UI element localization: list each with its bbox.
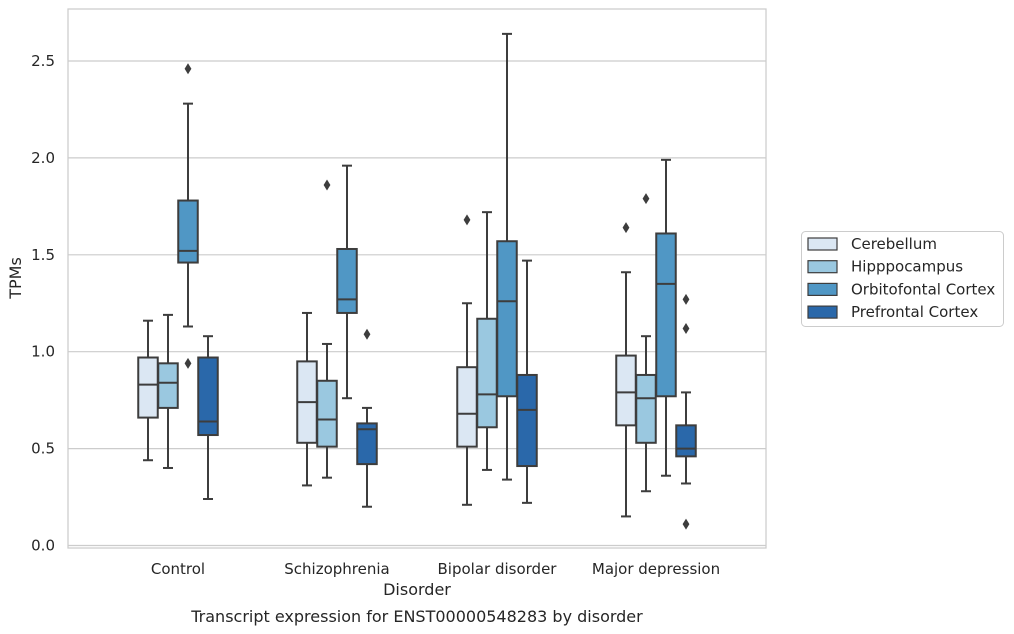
box-body: [157, 362, 179, 409]
box-body: [177, 199, 199, 264]
box-cerebellum: [137, 319, 159, 462]
outlier-point: [184, 63, 192, 75]
box-body: [476, 317, 498, 429]
legend-frame: [801, 231, 1004, 327]
box-orbitofontal-cortex: [336, 164, 358, 400]
legend-label: Orbitofontal Cortex: [851, 280, 995, 298]
box-body: [336, 247, 358, 314]
box-body: [655, 232, 677, 398]
outlier-point: [622, 222, 630, 234]
box-prefrontal-cortex: [197, 335, 219, 500]
legend: Cerebellum Hipppocampus Orbitofontal Corte…: [801, 231, 1004, 327]
y-ticks: 0.0 0.5 1.0 1.5 2.0 2.5: [31, 52, 55, 555]
box-hipppocampus: [157, 313, 179, 469]
box-body: [615, 354, 637, 427]
y-tick-label: 2.0: [31, 149, 55, 167]
box-body: [137, 356, 159, 419]
outlier-point: [642, 193, 650, 205]
y-axis-label: TPMs: [6, 257, 25, 300]
legend-label: Prefrontal Cortex: [851, 303, 978, 321]
outlier-point: [463, 214, 471, 226]
box-body: [356, 422, 378, 466]
plot-frame: [67, 8, 767, 549]
box-body: [516, 373, 538, 468]
box-cerebellum: [296, 311, 318, 487]
box-hipppocampus: [476, 211, 498, 471]
x-axis-label: Disorder: [383, 580, 451, 599]
x-tick-label: Bipolar disorder: [438, 560, 558, 578]
x-ticks: Control Schizophrenia Bipolar disorder Majo…: [151, 560, 720, 578]
box-orbitofontal-cortex: [655, 158, 677, 477]
box-prefrontal-cortex: [356, 328, 378, 508]
outlier-point: [682, 322, 690, 334]
y-tick-label: 0.0: [31, 537, 55, 555]
outlier-point: [323, 179, 331, 191]
y-tick-label: 2.5: [31, 52, 55, 70]
box-prefrontal-cortex: [675, 293, 697, 530]
box-cerebellum: [456, 214, 478, 506]
x-tick-label: Schizophrenia: [284, 560, 389, 578]
box-orbitofontal-cortex: [177, 63, 199, 369]
box-hipppocampus: [635, 193, 657, 493]
box-hipppocampus: [316, 179, 338, 479]
box-cerebellum: [615, 222, 637, 518]
box-body: [456, 366, 478, 448]
box-body: [197, 356, 219, 437]
y-tick-label: 1.0: [31, 343, 55, 361]
y-tick-label: 1.5: [31, 246, 55, 264]
box-body: [635, 373, 657, 444]
legend-swatch: [807, 260, 838, 274]
box-body: [316, 379, 338, 448]
legend-swatch: [807, 305, 838, 319]
legend-label: Cerebellum: [851, 235, 937, 253]
boxes: [137, 32, 697, 530]
box-prefrontal-cortex: [516, 259, 538, 504]
chart-caption: Transcript expression for ENST0000054828…: [190, 607, 643, 626]
outlier-point: [363, 328, 371, 340]
box-body: [496, 240, 518, 398]
outlier-point: [682, 518, 690, 530]
legend-swatch: [807, 282, 838, 296]
outlier-point: [682, 293, 690, 305]
legend-label: Hipppocampus: [851, 258, 963, 276]
y-tick-label: 0.5: [31, 440, 55, 458]
x-tick-label: Control: [151, 560, 205, 578]
legend-swatch: [807, 237, 838, 251]
box-body: [675, 424, 697, 458]
x-tick-label: Major depression: [592, 560, 720, 578]
outlier-point: [184, 357, 192, 369]
box-orbitofontal-cortex: [496, 32, 518, 481]
